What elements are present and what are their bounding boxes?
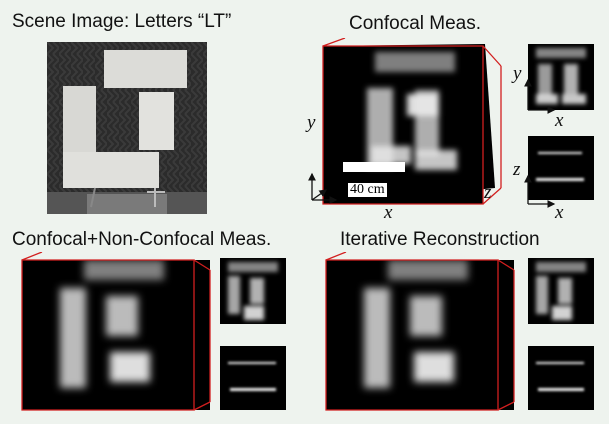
scene-photo [47, 42, 207, 214]
scene-image-title: Scene Image: Letters “LT” [12, 11, 232, 32]
combined-xy-projection [220, 258, 286, 324]
combined-xz-projection [220, 346, 286, 410]
confocal-y-label: y [307, 112, 316, 133]
axis-arrows [300, 170, 350, 214]
thumb-x-label-2: x [555, 202, 564, 223]
combined-title: Confocal+Non-Confocal Meas. [12, 229, 272, 250]
iterative-xz-projection [528, 346, 594, 410]
iterative-title: Iterative Reconstruction [340, 229, 540, 250]
scale-bar-label: 40 cm [348, 182, 387, 197]
thumb-z-label: z [513, 159, 521, 180]
confocal-x-label: x [384, 202, 393, 223]
confocal-xy-projection [528, 44, 594, 110]
confocal-z-label: z [484, 182, 492, 203]
thumb-x-label: x [555, 110, 564, 131]
thumb-y-label: y [513, 63, 522, 84]
confocal-title: Confocal Meas. [349, 13, 482, 34]
confocal-volume [315, 38, 513, 210]
confocal-xz-projection [528, 136, 594, 200]
combined-volume [14, 252, 212, 418]
thumb-axis-arrows [520, 74, 560, 214]
iterative-xy-projection [528, 258, 594, 324]
iterative-volume [318, 252, 516, 418]
